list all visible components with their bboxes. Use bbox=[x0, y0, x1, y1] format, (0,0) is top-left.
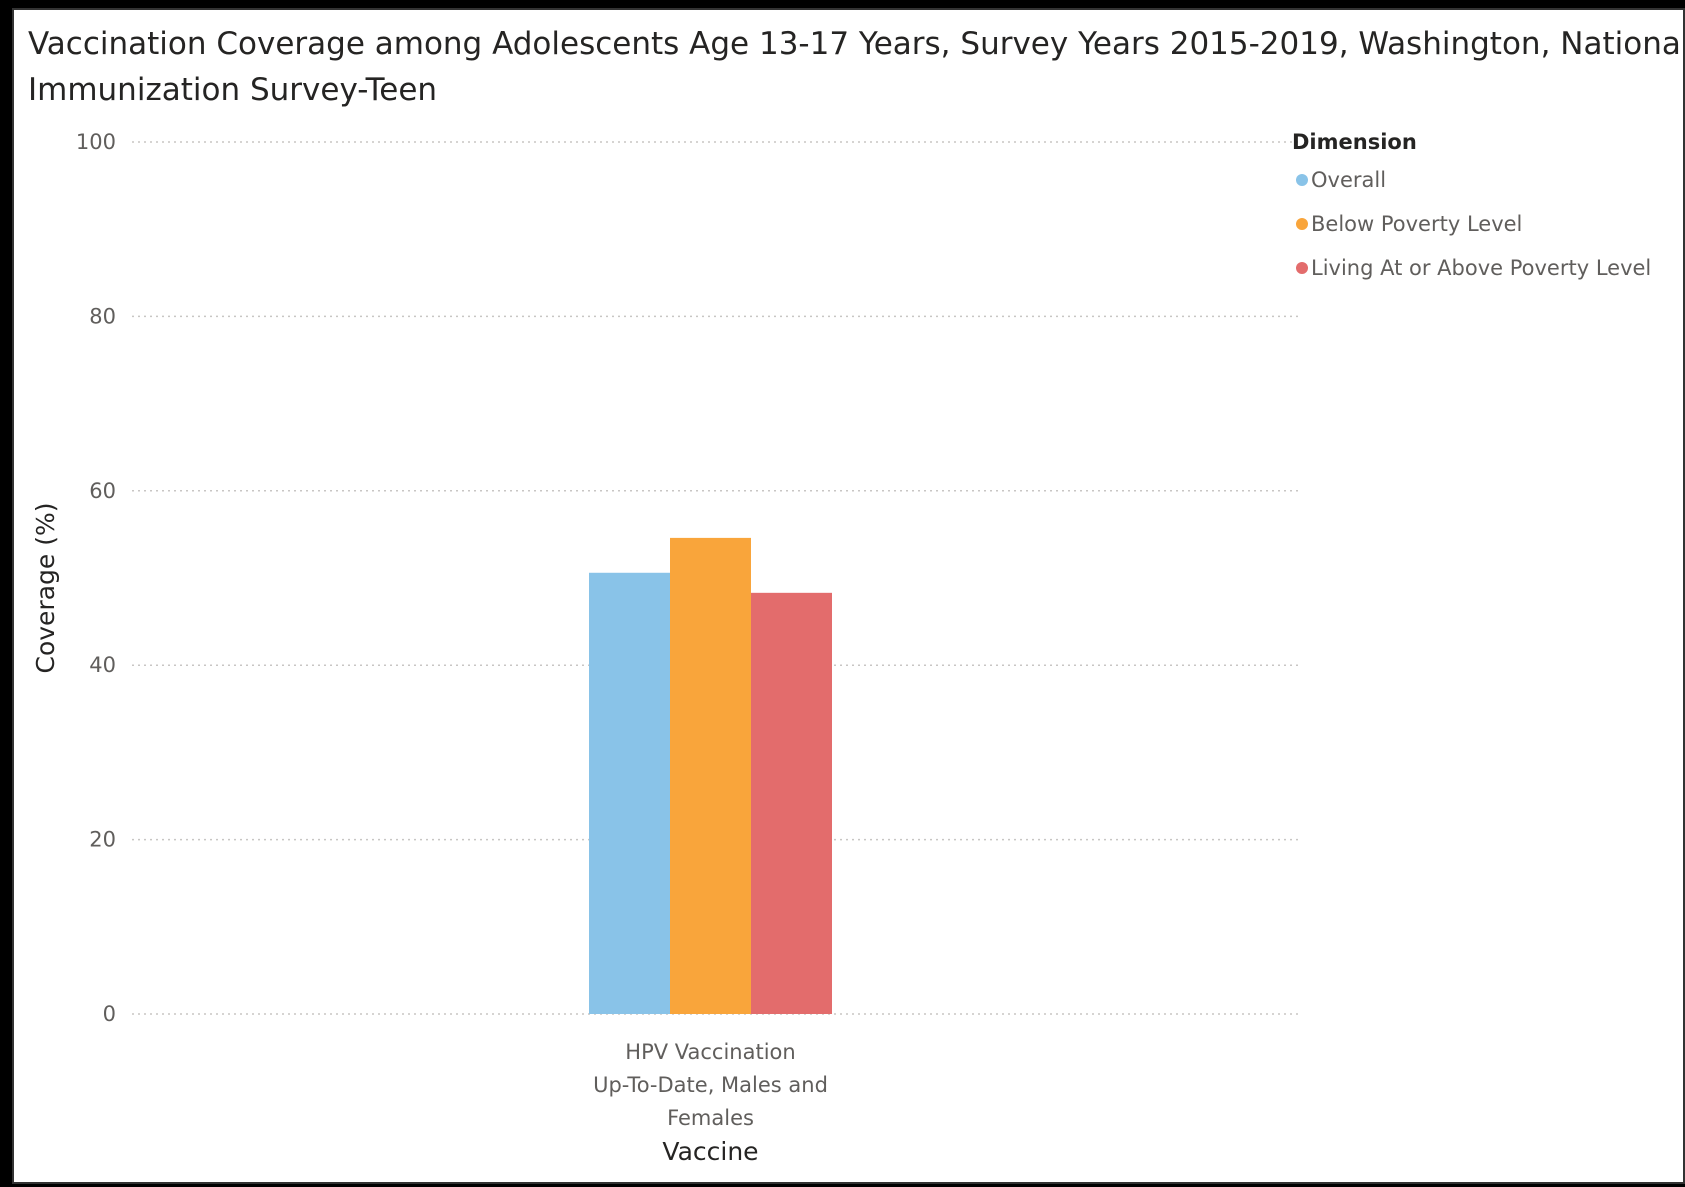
bar-chart: Vaccination Coverage among Adolescents A… bbox=[28, 26, 1683, 1166]
y-tick-label: 100 bbox=[76, 130, 116, 154]
x-category-label-line: HPV Vaccination bbox=[625, 1040, 795, 1064]
legend-item-label: Living At or Above Poverty Level bbox=[1311, 256, 1651, 280]
x-category-label-line: Up-To-Date, Males and bbox=[593, 1073, 828, 1097]
legend-item-label: Overall bbox=[1311, 168, 1386, 192]
chart-title-line: Vaccination Coverage among Adolescents A… bbox=[28, 26, 1683, 62]
y-tick-label: 60 bbox=[89, 479, 116, 503]
bars bbox=[589, 537, 832, 1014]
x-category-label-line: Females bbox=[667, 1106, 754, 1130]
legend-marker bbox=[1296, 262, 1308, 274]
chart-frame: Vaccination Coverage among Adolescents A… bbox=[12, 8, 1685, 1184]
x-axis-title: Vaccine bbox=[662, 1137, 758, 1166]
legend-title: Dimension bbox=[1292, 130, 1417, 154]
x-axis-categories: HPV Vaccination Up-To-Date, Males and Fema… bbox=[593, 1040, 828, 1130]
legend-item-label: Below Poverty Level bbox=[1311, 212, 1522, 236]
legend: Dimension Overall Below Poverty Level Livi… bbox=[1292, 130, 1651, 280]
y-tick-label: 40 bbox=[89, 653, 116, 677]
bar-overall[interactable] bbox=[589, 572, 670, 1014]
legend-marker bbox=[1296, 218, 1308, 230]
y-axis-ticks: 0 20 40 60 80 100 bbox=[76, 130, 116, 1026]
chart-title: Vaccination Coverage among Adolescents A… bbox=[28, 26, 1683, 108]
bar-below-poverty-level[interactable] bbox=[670, 537, 751, 1014]
chart-title-line: Immunization Survey-Teen bbox=[28, 72, 437, 108]
y-tick-label: 80 bbox=[89, 304, 116, 328]
y-tick-label: 20 bbox=[89, 828, 116, 852]
legend-marker bbox=[1296, 174, 1308, 186]
y-axis-title: Coverage (%) bbox=[31, 503, 60, 674]
y-tick-label: 0 bbox=[103, 1002, 116, 1026]
bar-living-at-or-above-poverty-level[interactable] bbox=[751, 592, 832, 1014]
